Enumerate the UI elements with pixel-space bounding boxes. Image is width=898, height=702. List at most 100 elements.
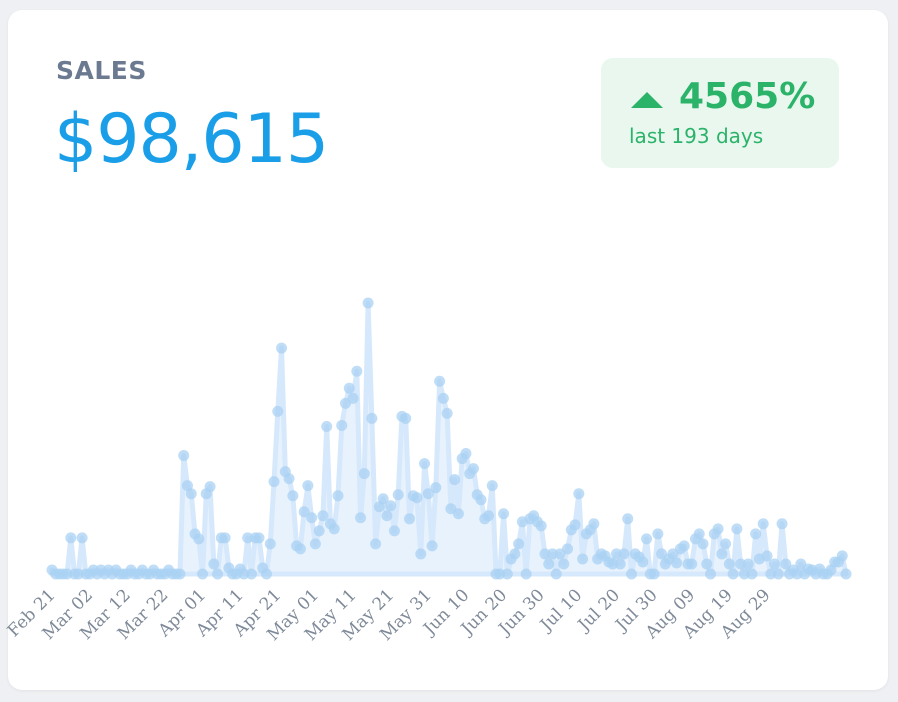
data-point[interactable] [366,412,378,424]
data-point[interactable] [780,558,792,570]
data-point[interactable] [614,558,626,570]
data-point[interactable] [268,476,280,488]
data-point[interactable] [355,512,367,524]
data-point[interactable] [697,538,709,550]
data-point[interactable] [403,513,415,525]
data-point[interactable] [701,558,713,570]
data-point[interactable] [452,508,464,520]
data-point[interactable] [637,556,649,568]
data-point[interactable] [385,500,397,512]
data-point[interactable] [641,533,653,545]
data-point[interactable] [577,553,589,565]
data-point[interactable] [204,481,216,493]
data-point[interactable] [678,540,690,552]
data-point[interactable] [449,474,461,486]
data-point[interactable] [411,492,423,504]
data-point[interactable] [208,558,220,570]
data-point[interactable] [370,538,382,550]
data-point[interactable] [351,365,363,377]
data-point[interactable] [573,488,585,500]
data-point[interactable] [607,558,619,570]
data-point[interactable] [174,568,186,580]
data-point[interactable] [283,473,295,485]
data-point[interactable] [652,528,664,540]
data-point[interactable] [486,480,498,492]
data-point[interactable] [362,297,374,309]
data-point[interactable] [475,494,487,506]
data-point[interactable] [264,538,276,550]
data-point[interactable] [388,525,400,537]
data-point[interactable] [622,513,634,525]
data-point[interactable] [422,488,434,500]
data-point[interactable] [746,568,758,580]
data-point[interactable] [501,568,513,580]
data-point[interactable] [791,568,803,580]
data-point[interactable] [509,548,521,560]
data-point[interactable] [381,510,393,522]
data-point[interactable] [245,568,257,580]
data-point[interactable] [460,448,472,460]
data-point[interactable] [618,548,630,560]
data-point[interactable] [336,419,348,431]
data-point[interactable] [626,568,638,580]
data-point[interactable] [693,528,705,540]
data-point[interactable] [426,540,438,552]
data-point[interactable] [840,568,852,580]
data-point[interactable] [294,543,306,555]
data-point[interactable] [437,392,449,404]
data-point[interactable] [720,538,732,550]
data-point[interactable] [705,568,717,580]
data-point[interactable] [769,558,780,570]
data-point[interactable] [72,568,84,580]
data-point[interactable] [727,568,739,580]
data-point[interactable] [757,518,769,530]
data-point[interactable] [467,463,479,475]
data-point[interactable] [723,558,735,570]
data-point[interactable] [377,493,389,505]
data-point[interactable] [716,548,728,560]
data-point[interactable] [588,518,600,530]
data-point[interactable] [562,543,574,555]
data-point[interactable] [738,568,750,580]
data-point[interactable] [197,568,209,580]
data-point[interactable] [253,532,265,544]
data-point[interactable] [648,568,660,580]
data-point[interactable] [776,518,788,530]
data-point[interactable] [272,405,284,417]
data-point[interactable] [483,510,495,522]
data-point[interactable] [309,538,321,550]
data-point[interactable] [193,533,205,545]
data-point[interactable] [742,558,754,570]
data-point[interactable] [317,510,329,522]
data-point[interactable] [219,532,231,544]
data-point[interactable] [546,548,558,560]
data-point[interactable] [415,548,427,560]
data-point[interactable] [735,558,747,570]
data-point[interactable] [558,558,570,570]
data-point[interactable] [671,557,683,569]
data-point[interactable] [61,568,73,580]
data-point[interactable] [430,482,442,494]
data-point[interactable] [750,528,762,540]
data-point[interactable] [238,568,250,580]
data-point[interactable] [535,520,547,532]
data-point[interactable] [65,532,77,544]
data-point[interactable] [358,468,370,480]
data-point[interactable] [242,532,254,544]
data-point[interactable] [836,550,848,562]
data-point[interactable] [550,568,562,580]
data-point[interactable] [298,506,310,518]
data-point[interactable] [287,490,299,502]
data-point[interactable] [441,407,453,419]
data-point[interactable] [178,450,190,462]
data-point[interactable] [772,568,784,580]
data-point[interactable] [539,548,551,560]
data-point[interactable] [276,342,288,354]
data-point[interactable] [212,568,224,580]
data-point[interactable] [260,568,272,580]
data-point[interactable] [306,512,318,524]
data-point[interactable] [321,420,333,432]
data-point[interactable] [712,523,724,535]
data-point[interactable] [332,490,344,502]
data-point[interactable] [313,525,325,537]
